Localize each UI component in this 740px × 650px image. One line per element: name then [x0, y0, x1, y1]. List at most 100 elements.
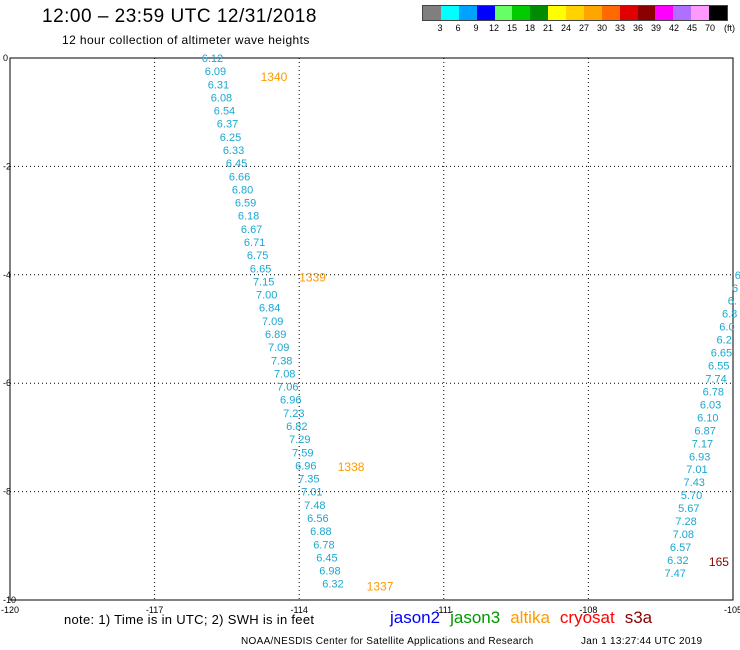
wave-height-value: 6.18	[238, 211, 259, 223]
pass-time-label: 1340	[261, 70, 288, 84]
legend-label: 12	[488, 23, 500, 33]
legend-label: 42	[668, 23, 680, 33]
legend-swatch	[440, 6, 459, 20]
legend-label: 18	[524, 23, 536, 33]
wave-height-value: 7.15	[253, 276, 274, 288]
satellite-jason3-label: jason3	[450, 608, 501, 627]
wave-height-value: 7.08	[673, 529, 694, 541]
wave-height-value: 7.48	[304, 500, 325, 512]
wave-height-value: 7.01	[686, 464, 707, 476]
wave-height-value: 7.00	[256, 290, 277, 302]
wave-height-value: 6.98	[319, 566, 340, 578]
legend-swatch	[476, 6, 495, 20]
wave-height-value: 6.2	[717, 335, 732, 347]
legend-swatch	[709, 6, 727, 20]
satellite-altika-label: altika	[510, 608, 550, 627]
legend-label: 30	[596, 23, 608, 33]
wave-height-value: 6.32	[667, 555, 688, 567]
wave-height-value: 6.65	[250, 263, 271, 275]
footer-timestamp: Jan 1 13:27:44 UTC 2019	[581, 636, 703, 647]
pass-time-label: 1339	[299, 271, 326, 285]
wave-height-value: 7.08	[274, 368, 295, 380]
longitude-tick-label: -114	[291, 605, 308, 615]
legend-swatch	[637, 6, 656, 20]
longitude-tick-label: -105	[724, 605, 740, 615]
legend-swatch	[494, 6, 513, 20]
legend-unit: (ft)	[724, 23, 735, 33]
wave-height-value: 7.35	[298, 474, 319, 486]
wave-height-value: 7.06	[277, 382, 298, 394]
legend-label: 45	[686, 23, 698, 33]
wave-height-value: 6.10	[697, 412, 718, 424]
legend-label: 15	[506, 23, 518, 33]
legend-label: 3	[437, 23, 443, 33]
legend-color-bar	[422, 5, 728, 21]
wave-height-value: 7.29	[289, 434, 310, 446]
wave-height-value: 6.25	[220, 132, 241, 144]
wave-height-value: 6.80	[232, 184, 253, 196]
wave-height-value: 6.75	[247, 250, 268, 262]
latitude-tick-label: 0	[3, 53, 8, 63]
legend-label: 36	[632, 23, 644, 33]
wave-height-value: 6.45	[316, 552, 337, 564]
pass-time-label: 165	[709, 555, 729, 569]
wave-height-value: 7.28	[675, 516, 696, 528]
wave-height-value: 7.47	[664, 568, 685, 580]
wave-height-value: 6.0	[719, 322, 734, 334]
wave-height-value: 6.78	[313, 539, 334, 551]
wave-height-value: 7.17	[692, 438, 713, 450]
wave-height-value: 6.09	[205, 66, 226, 78]
legend-label: 39	[650, 23, 662, 33]
wave-height-value: 6.82	[286, 421, 307, 433]
wave-height-value: 6.65	[711, 348, 732, 360]
wave-height-value: 6.56	[307, 513, 328, 525]
wave-height-value: 6.08	[211, 92, 232, 104]
legend-swatch	[512, 6, 531, 20]
wave-height-value: 6.54	[214, 106, 235, 118]
wave-height-value: 5.67	[678, 503, 699, 515]
legend-label: 24	[560, 23, 572, 33]
map-grid	[10, 58, 733, 600]
wave-height-value: 6.37	[217, 119, 238, 131]
satellite-jason2-label: jason2	[390, 608, 441, 627]
wave-height-value: 7.74	[705, 373, 726, 385]
wave-height-value: 6.87	[694, 425, 715, 437]
wave-height-value: 6.78	[703, 386, 724, 398]
legend-swatch	[601, 6, 620, 20]
wave-height-value: 6.96	[295, 460, 316, 472]
legend-swatch	[458, 6, 477, 20]
wave-height-value: 6.71	[244, 237, 265, 249]
latitude-tick-label: -6	[3, 378, 11, 388]
legend-swatch	[619, 6, 638, 20]
map-note: note: 1) Time is in UTC; 2) SWH is in fe…	[64, 612, 315, 627]
wave-height-value: 6.8	[722, 309, 737, 321]
longitude-tick-label: -117	[146, 605, 163, 615]
satellite-cryosat-label: cryosat	[559, 608, 615, 627]
legend-swatch	[691, 6, 709, 20]
wave-height-value: 6.67	[241, 224, 262, 236]
wave-height-value: 6.84	[259, 303, 280, 315]
longitude-tick-label: -120	[1, 605, 19, 615]
legend-label: 9	[473, 23, 479, 33]
wave-height-value: 7.59	[292, 447, 313, 459]
map-axes: -120 -117 -114 -111 -108 -105 0 -2 -4 -6 -8 -10	[1, 53, 740, 615]
pass-time-label: 1338	[338, 460, 365, 474]
legend-swatch	[530, 6, 549, 20]
legend-labels: 3 6 9 12 15 18 21 24 27 30 33 36 39 42 45 70 (ft)	[422, 21, 735, 33]
wave-height-value: 6.66	[229, 171, 250, 183]
latitude-tick-label: -4	[3, 270, 11, 280]
longitude-tick-label: -111	[435, 605, 452, 615]
wave-height-value: 6.	[728, 296, 737, 308]
legend-label: 27	[578, 23, 590, 33]
legend-label: 6	[455, 23, 461, 33]
wave-height-value: 6.93	[689, 451, 710, 463]
wave-height-value: 6.45	[226, 158, 247, 170]
wave-height-value: 6.59	[235, 198, 256, 210]
wave-height-value: 6.33	[223, 145, 244, 157]
legend-swatch	[655, 6, 674, 20]
wave-height-value: 6.96	[280, 395, 301, 407]
legend-swatch	[583, 6, 602, 20]
wave-height-value: 6.57	[670, 542, 691, 554]
wave-height-value: 6	[732, 283, 738, 295]
